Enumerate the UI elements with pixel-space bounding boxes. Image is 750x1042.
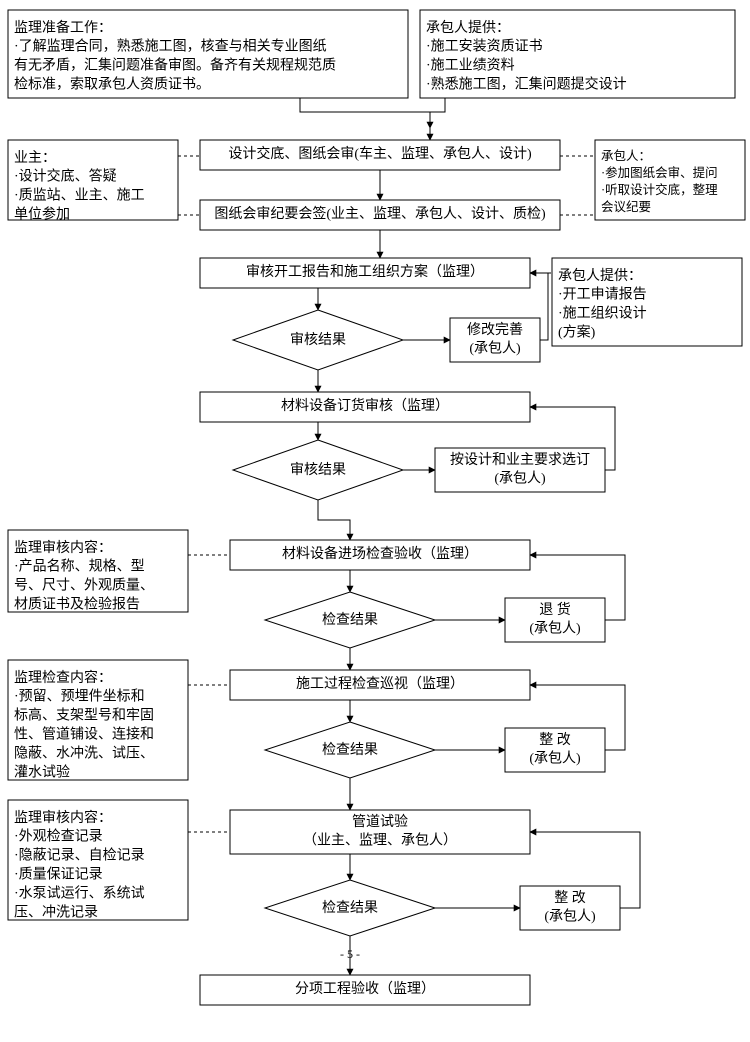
audit_note1: 监理审核内容： ·产品名称、规格、型号、尺寸、外观质量、材质证书及检验报告 <box>8 530 188 613</box>
process_inspect: 施工过程检查巡视（监理） <box>230 670 530 700</box>
svg-text:·质监站、业主、施工: ·质监站、业主、施工 <box>14 188 145 204</box>
svg-text:检查结果: 检查结果 <box>322 900 378 916</box>
minutes_signoff: 图纸会审纪要会签(业主、监理、承包人、设计、质检) <box>200 200 560 230</box>
svg-text:隐蔽、水冲洗、试压、: 隐蔽、水冲洗、试压、 <box>14 745 154 761</box>
svg-text:退 货: 退 货 <box>539 601 571 618</box>
svg-text:·施工安装资质证书: ·施工安装资质证书 <box>426 39 543 55</box>
svg-text:·熟悉施工图，汇集问题提交设计: ·熟悉施工图，汇集问题提交设计 <box>426 76 627 93</box>
svg-text:检查结果: 检查结果 <box>322 742 378 758</box>
svg-text:施工过程检查巡视（监理）: 施工过程检查巡视（监理） <box>296 676 464 692</box>
svg-text:·隐蔽记录、自检记录: ·隐蔽记录、自检记录 <box>14 848 145 864</box>
svg-text:(承包人): (承包人) <box>544 909 596 925</box>
return_goods: 退 货 (承包人) <box>505 598 605 642</box>
svg-text:材料设备订货审核（监理）: 材料设备订货审核（监理） <box>281 397 449 414</box>
svg-text:·参加图纸会审、提问: ·参加图纸会审、提问 <box>601 165 718 180</box>
svg-text:审核结果: 审核结果 <box>290 332 346 348</box>
contractor_note1: 承包人： ·参加图纸会审、提问 ·听取设计交底，整理 会议纪要 <box>595 140 745 220</box>
svg-text:(承包人): (承包人) <box>529 751 581 767</box>
svg-text:·预留、预埋件坐标和: ·预留、预埋件坐标和 <box>14 689 145 705</box>
svg-text:材料设备进场检查验收（监理）: 材料设备进场检查验收（监理） <box>282 545 478 562</box>
svg-text:图纸会审纪要会签(业主、监理、承包人、设计、质检): 图纸会审纪要会签(业主、监理、承包人、设计、质检) <box>214 205 546 222</box>
svg-text:·听取设计交底，整理: ·听取设计交底，整理 <box>601 182 718 197</box>
dec_check1: 检查结果 <box>265 592 435 648</box>
svg-text:管道试验: 管道试验 <box>352 814 408 830</box>
svg-text:修改完善: 修改完善 <box>467 322 523 338</box>
svg-text:设计交底、图纸会审(车主、监理、承包人、设计): 设计交底、图纸会审(车主、监理、承包人、设计) <box>228 145 532 162</box>
svg-text:监理审核内容：: 监理审核内容： <box>14 809 112 826</box>
svg-text:检查结果: 检查结果 <box>322 612 378 628</box>
svg-text:(承包人): (承包人) <box>529 621 581 637</box>
svg-text:灌水试验: 灌水试验 <box>14 764 70 780</box>
svg-text:业主：: 业主： <box>14 150 56 166</box>
dec_check3: 检查结果 <box>265 880 435 936</box>
svg-text:有无矛盾，汇集问题准备审图。备齐有关规程规范质: 有无矛盾，汇集问题准备审图。备齐有关规程规范质 <box>14 57 336 74</box>
svg-text:分项工程验收（监理）: 分项工程验收（监理） <box>295 981 435 997</box>
svg-text:监理审核内容：: 监理审核内容： <box>14 539 112 556</box>
contractor_note2: 承包人提供： ·开工申请报告 ·施工组织设计 (方案) <box>552 258 742 346</box>
svg-text:性、管道铺设、连接和: 性、管道铺设、连接和 <box>14 726 154 743</box>
svg-text:(方案): (方案) <box>558 324 596 341</box>
svg-text:承包人提供：: 承包人提供： <box>426 20 510 36</box>
dec_review1: 审核结果 <box>233 310 403 370</box>
prep_contractor: 承包人提供： ·施工安装资质证书 ·施工业绩资料 ·熟悉施工图，汇集问题提交设计 <box>420 10 735 98</box>
svg-text:监理检查内容：: 监理检查内容： <box>14 669 112 686</box>
revise1: 修改完善 (承包人) <box>450 318 540 362</box>
prep_supervisor: 监理准备工作： ·了解监理合同，熟悉施工图，核查与相关专业图纸有无矛盾，汇集问题准… <box>8 10 408 98</box>
svg-text:·了解监理合同，熟悉施工图，核查与相关专业图纸: ·了解监理合同，熟悉施工图，核查与相关专业图纸 <box>14 39 327 55</box>
edge-0 <box>300 98 430 128</box>
final_accept: 分项工程验收（监理） <box>200 975 530 1005</box>
edge-1 <box>430 98 445 112</box>
svg-text:·水泵试运行、系统试: ·水泵试运行、系统试 <box>14 885 145 901</box>
check_note1: 监理检查内容： ·预留、预埋件坐标和标高、支架型号和牢固性、管道铺设、连接和隐蔽… <box>8 660 188 780</box>
svg-text:·设计交底、答疑: ·设计交底、答疑 <box>14 168 117 185</box>
svg-text:·外观检查记录: ·外观检查记录 <box>14 829 103 845</box>
svg-text:(承包人): (承包人) <box>494 471 546 487</box>
rectify2: 整 改 (承包人) <box>520 886 620 930</box>
svg-text:·质量保证记录: ·质量保证记录 <box>14 867 103 883</box>
page-number: - 5 - <box>340 947 360 961</box>
materials_order: 材料设备订货审核（监理） <box>200 392 530 422</box>
svg-text:审核结果: 审核结果 <box>290 462 346 478</box>
svg-text:(承包人): (承包人) <box>469 341 521 357</box>
svg-text:承包人：: 承包人： <box>601 149 651 163</box>
owner_note: 业主： ·设计交底、答疑 ·质监站、业主、施工 单位参加 <box>8 140 178 223</box>
svg-text:监理准备工作：: 监理准备工作： <box>14 19 112 36</box>
svg-text:单位参加: 单位参加 <box>14 206 70 223</box>
dec_check2: 检查结果 <box>265 722 435 778</box>
svg-text:按设计和业主要求选订: 按设计和业主要求选订 <box>450 452 590 468</box>
dec_review2: 审核结果 <box>233 440 403 500</box>
materials_inspect: 材料设备进场检查验收（监理） <box>230 540 530 570</box>
rectify1: 整 改 (承包人) <box>505 728 605 772</box>
svg-text:会议纪要: 会议纪要 <box>601 200 651 214</box>
svg-text:·产品名称、规格、型: ·产品名称、规格、型 <box>14 559 145 575</box>
svg-text:审核开工报告和施工组织方案（监理）: 审核开工报告和施工组织方案（监理） <box>246 263 484 280</box>
revise2: 按设计和业主要求选订 (承包人) <box>435 448 605 492</box>
svg-text:压、冲洗记录: 压、冲洗记录 <box>14 904 98 920</box>
design_meeting: 设计交底、图纸会审(车主、监理、承包人、设计) <box>200 140 560 170</box>
svg-text:材质证书及检验报告: 材质证书及检验报告 <box>14 597 140 613</box>
svg-text:号、尺寸、外观质量、: 号、尺寸、外观质量、 <box>14 578 154 594</box>
svg-text:承包人提供：: 承包人提供： <box>558 268 642 284</box>
pipe_test: 管道试验 （业主、监理、承包人） <box>230 810 530 854</box>
svg-text:整 改: 整 改 <box>554 890 586 906</box>
svg-text:·施工业绩资料: ·施工业绩资料 <box>426 58 515 74</box>
svg-text:整 改: 整 改 <box>539 732 571 748</box>
svg-text:·开工申请报告: ·开工申请报告 <box>558 287 647 303</box>
audit_note2: 监理审核内容： ·外观检查记录 ·隐蔽记录、自检记录 ·质量保证记录 ·水泵试运… <box>8 800 188 920</box>
svg-text:标高、支架型号和牢固: 标高、支架型号和牢固 <box>14 707 154 724</box>
svg-text:（业主、监理、承包人）: （业主、监理、承包人） <box>303 833 457 849</box>
svg-text:·施工组织设计: ·施工组织设计 <box>558 306 647 322</box>
review_start_report: 审核开工报告和施工组织方案（监理） <box>200 258 530 288</box>
edge-17 <box>318 500 350 540</box>
svg-text:检标准，索取承包人资质证书。: 检标准，索取承包人资质证书。 <box>14 76 210 93</box>
